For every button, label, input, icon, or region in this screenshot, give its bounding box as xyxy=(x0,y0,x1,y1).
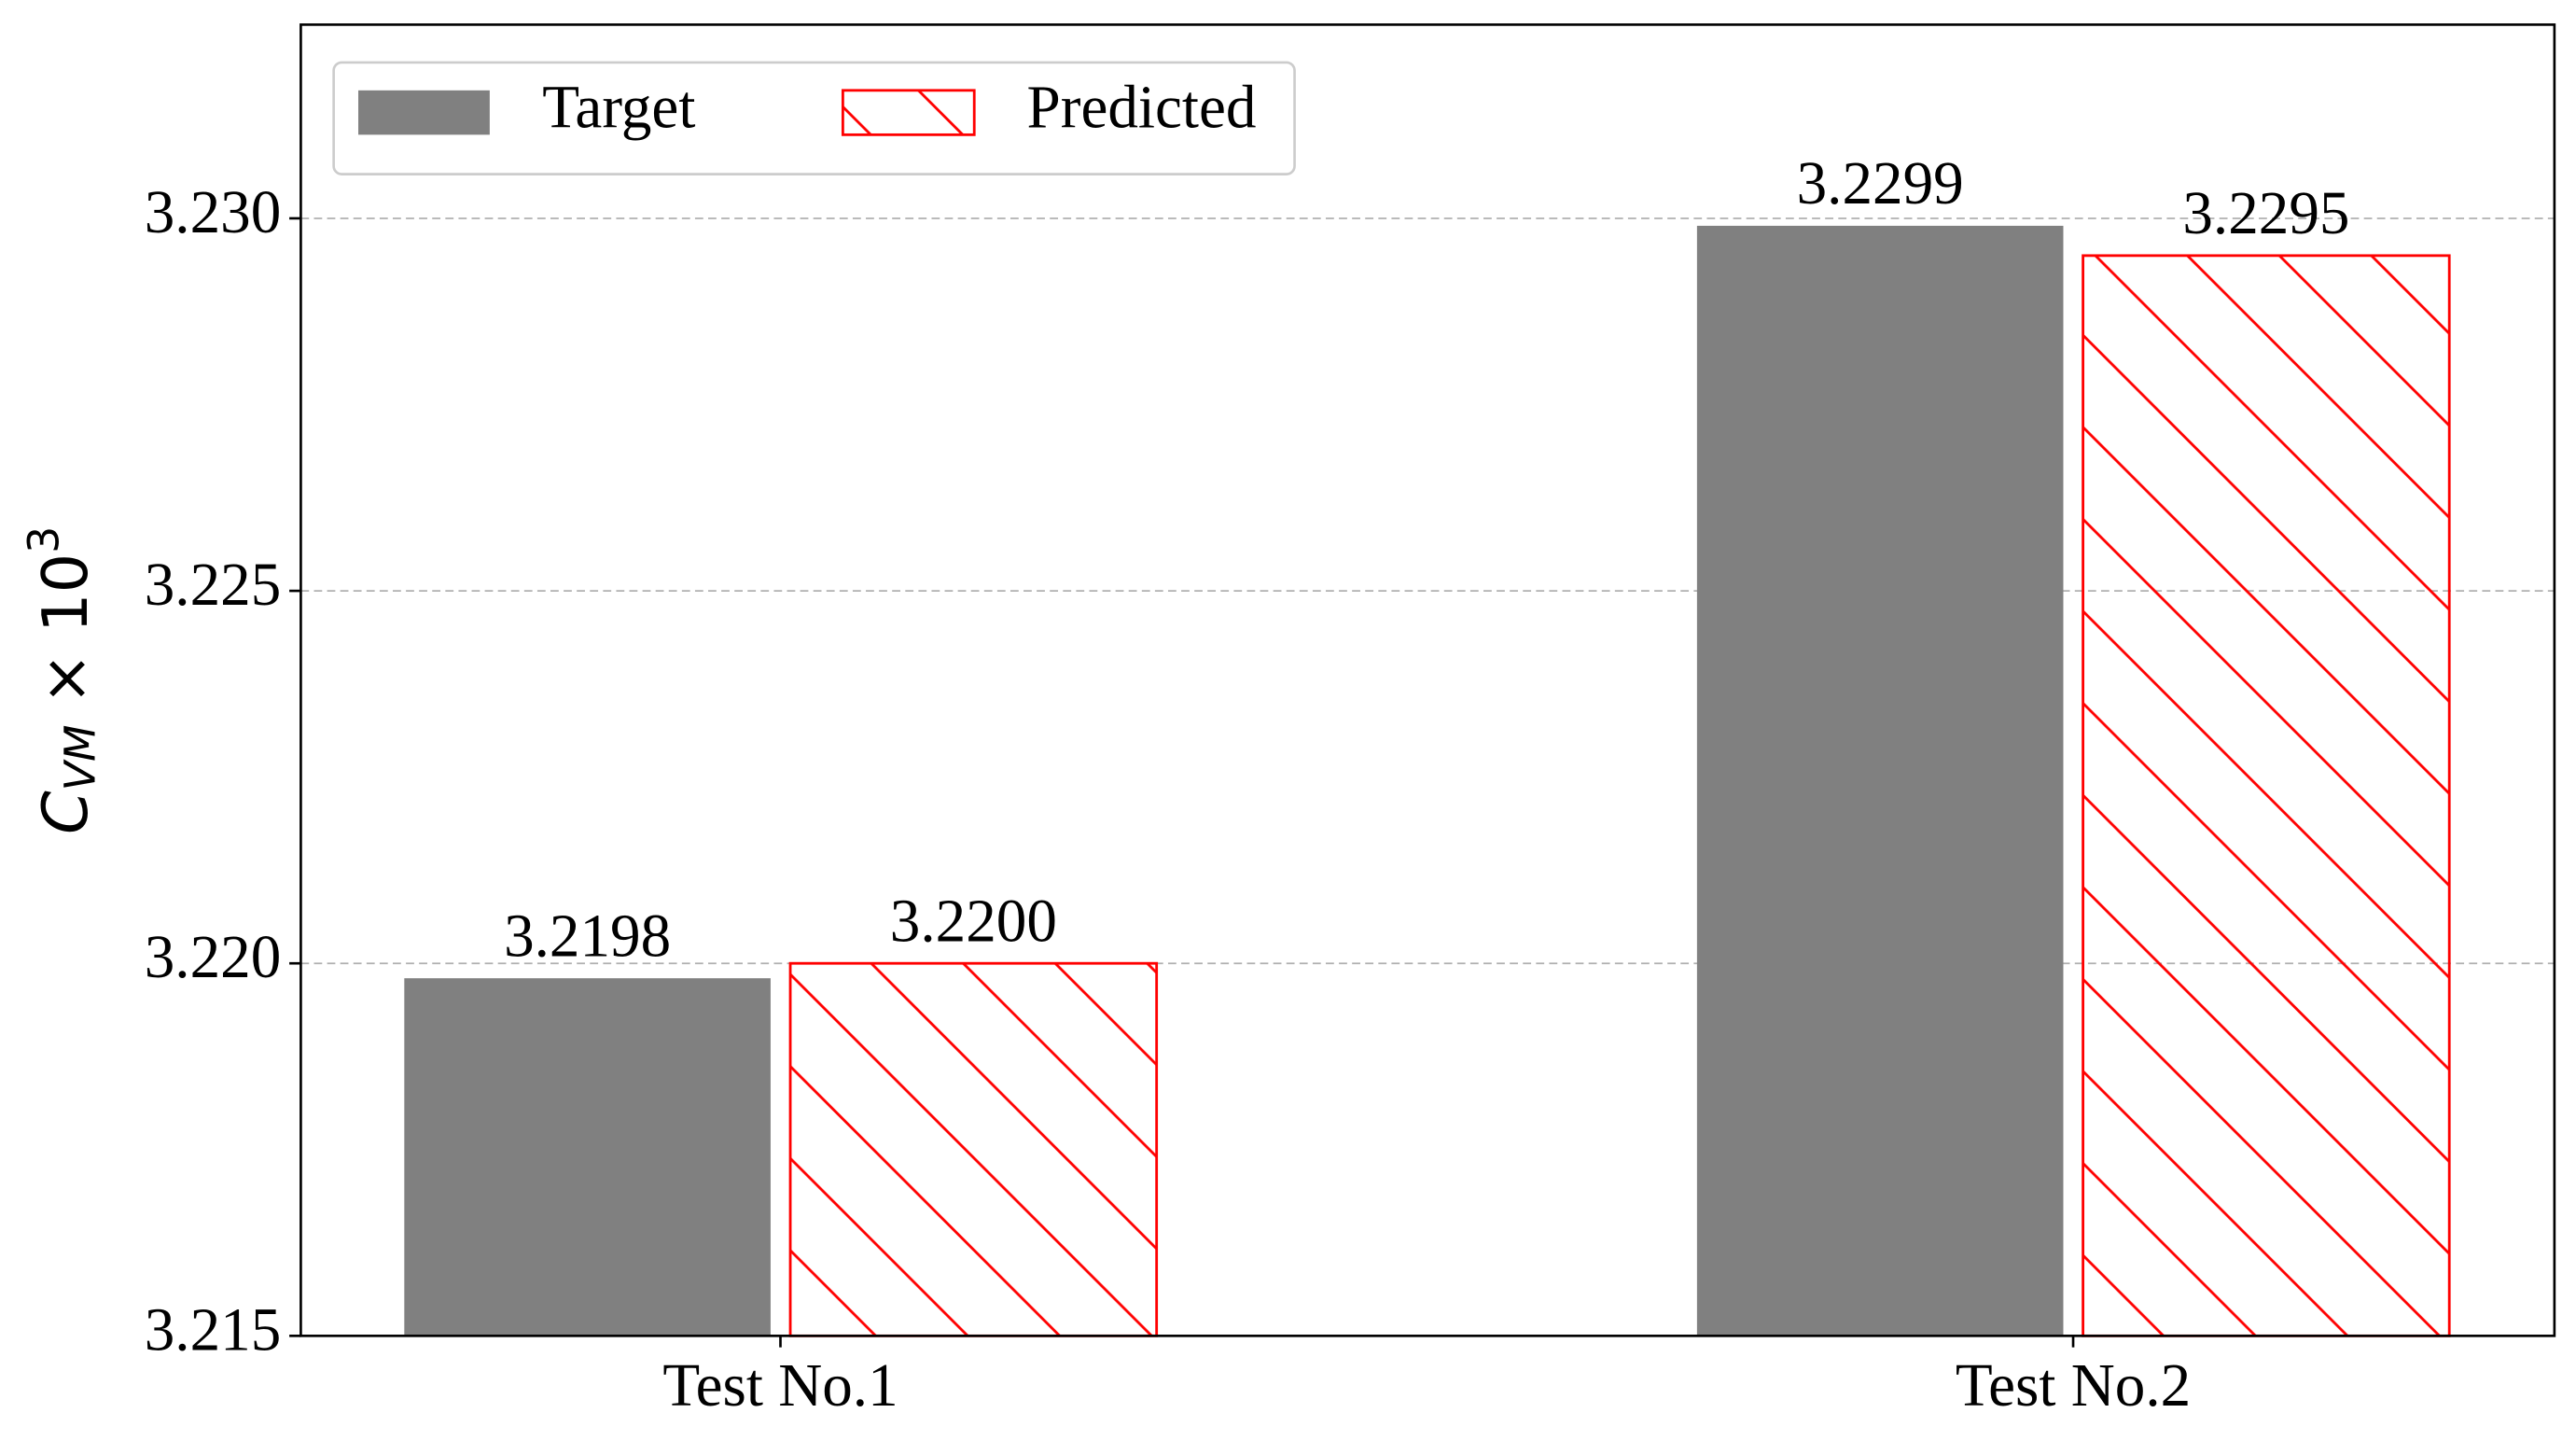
y-label-rest: × 10 xyxy=(29,553,102,725)
x-tick-label: Test No.1 xyxy=(662,1352,898,1420)
y-label-base: C xyxy=(29,790,102,834)
bar xyxy=(404,978,771,1336)
y-tick-label: 3.220 xyxy=(145,924,282,991)
value-label: 3.2200 xyxy=(890,888,1057,955)
bar xyxy=(1696,225,2064,1336)
legend-swatch xyxy=(358,90,490,135)
legend-label: Target xyxy=(542,74,695,141)
y-axis-label: CVM × 103 xyxy=(19,526,104,834)
y-tick-label: 3.215 xyxy=(145,1296,282,1364)
bar xyxy=(2082,254,2451,1337)
y-tick-label: 3.225 xyxy=(145,552,282,619)
plot-frame xyxy=(299,23,2556,1337)
value-label: 3.2198 xyxy=(504,902,671,970)
value-label: 3.2299 xyxy=(1797,150,1964,217)
y-tick-label: 3.230 xyxy=(145,179,282,246)
y-label-subscript: VM xyxy=(55,725,104,791)
value-label: 3.2295 xyxy=(2182,180,2349,247)
bar xyxy=(788,961,1159,1337)
y-label-superscript: 3 xyxy=(19,526,68,553)
x-tick-label: Test No.2 xyxy=(1956,1352,2191,1420)
legend-swatch xyxy=(841,89,976,136)
legend-label: Predicted xyxy=(1027,74,1257,141)
legend-box xyxy=(332,61,1296,175)
legend: Target Predicted xyxy=(332,61,1296,175)
